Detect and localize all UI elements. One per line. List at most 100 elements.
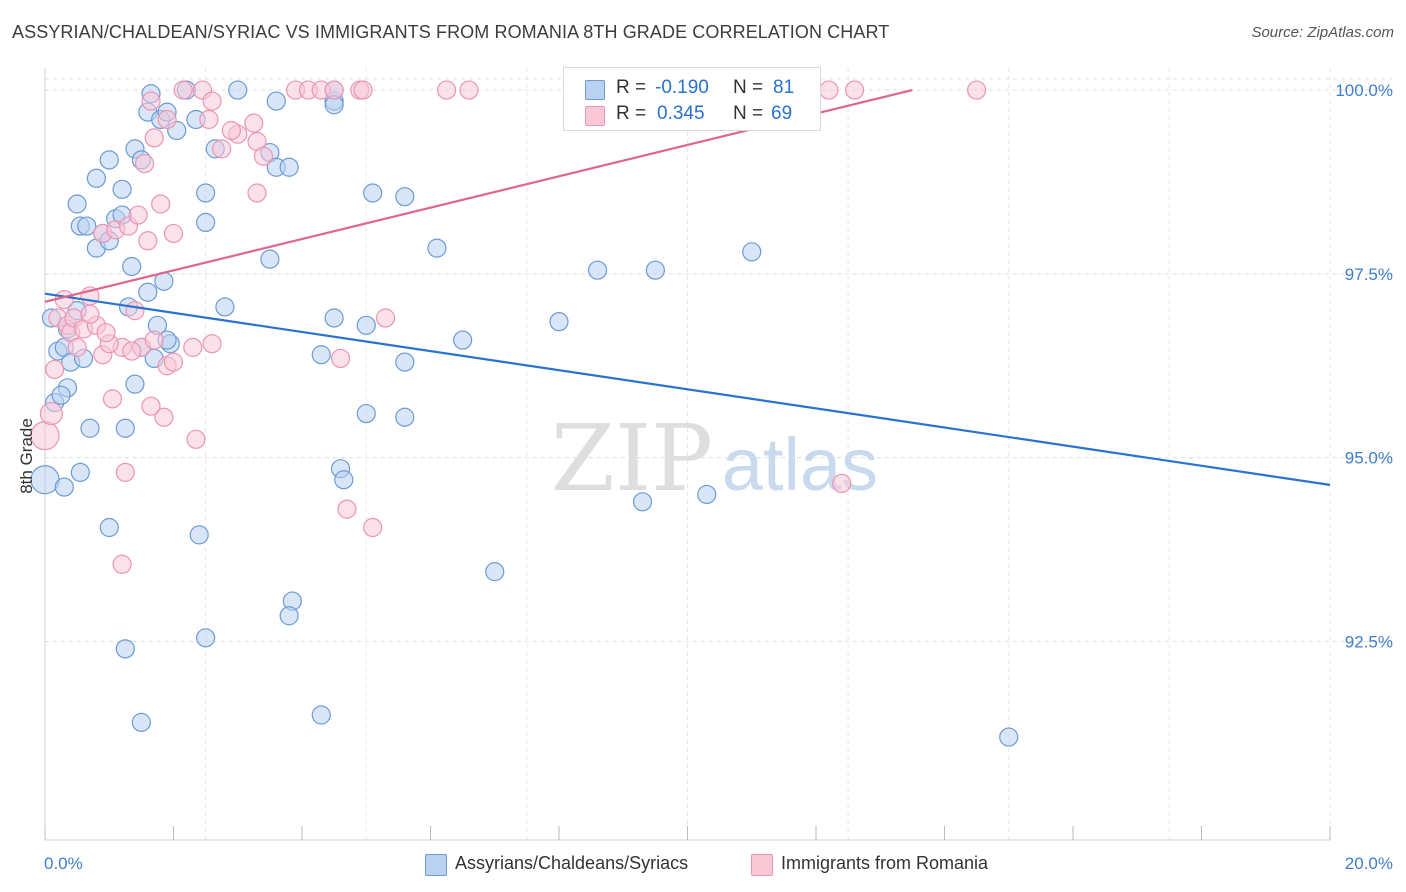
data-point (144, 128, 164, 148)
data-point (334, 470, 354, 490)
data-point (999, 727, 1019, 747)
romania-swatch (585, 106, 605, 126)
data-point (115, 462, 135, 482)
data-point (375, 308, 396, 328)
data-point (86, 168, 107, 188)
y-tick-label: 97.5% (1345, 265, 1393, 284)
data-point (128, 205, 148, 225)
data-point (279, 606, 299, 626)
n-value: 69 (771, 103, 793, 124)
data-point (39, 401, 64, 426)
data-point (196, 183, 216, 203)
n-label: N = (733, 77, 764, 98)
r-label: R = (616, 77, 647, 98)
tick-labels: 92.5% 95.0% 97.5% 100.0% 0.0% 20.0% (44, 81, 1393, 873)
data-point (196, 212, 216, 232)
data-point (353, 80, 373, 100)
data-point (54, 477, 74, 497)
n-value: 81 (773, 77, 795, 98)
data-point (844, 80, 865, 100)
data-point (80, 304, 100, 324)
data-point (202, 334, 222, 354)
assyrians-legend-swatch (425, 854, 447, 876)
data-point (395, 407, 415, 427)
data-point (266, 91, 286, 111)
data-point (189, 525, 209, 545)
data-point (163, 223, 184, 244)
series-legend: Assyrians/Chaldeans/Syriacs Immigrants f… (0, 852, 1406, 878)
gridlines (45, 68, 1392, 840)
data-point (122, 256, 142, 277)
series-assyrians-points (30, 80, 1019, 747)
data-point (186, 429, 206, 449)
data-point (77, 216, 97, 236)
data-point (70, 462, 90, 482)
data-point (485, 562, 505, 582)
data-point (45, 359, 65, 380)
data-point (112, 179, 132, 199)
data-point (196, 628, 216, 648)
watermark: ZIP atlas (551, 405, 878, 512)
source-label: Source: ZipAtlas.com (1251, 24, 1394, 41)
data-point (356, 315, 376, 335)
axes (44, 68, 1331, 841)
data-point (247, 183, 267, 203)
data-point (125, 374, 145, 394)
legend-label: Immigrants from Romania (781, 853, 989, 873)
stats-row-assyrians: R = -0.190 N = 81 (564, 77, 820, 101)
r-label: R = (616, 103, 647, 124)
r-value: -0.190 (655, 77, 709, 98)
data-point (324, 80, 344, 100)
y-tick-label: 100.0% (1335, 81, 1393, 100)
data-point (215, 297, 235, 317)
data-point (587, 260, 608, 280)
data-point (131, 712, 151, 732)
data-point (228, 80, 248, 100)
legend-label: Assyrians/Chaldeans/Syriacs (455, 853, 689, 873)
n-label: N = (733, 103, 764, 124)
data-point (395, 352, 415, 372)
data-point (459, 80, 479, 100)
data-point (157, 109, 177, 130)
data-point (697, 484, 717, 505)
data-point (436, 80, 457, 100)
data-point (51, 385, 71, 405)
data-point (80, 418, 100, 438)
y-tick-label: 95.0% (1345, 449, 1393, 468)
data-point (96, 323, 116, 343)
x-tick-label: 20.0% (1345, 854, 1393, 873)
data-point (67, 337, 87, 357)
data-point (632, 492, 653, 512)
data-point (99, 517, 119, 538)
data-point (144, 330, 164, 350)
data-point (102, 389, 123, 409)
stats-row-romania: R = 0.345 N = 69 (564, 103, 820, 127)
watermark-zip: ZIP (551, 405, 713, 512)
data-point (154, 407, 174, 427)
data-point (173, 80, 193, 100)
data-point (199, 109, 219, 130)
r-value: 0.345 (657, 103, 705, 124)
data-point (122, 341, 142, 361)
x-tick-label: 0.0% (44, 854, 83, 873)
chart-title: ASSYRIAN/CHALDEAN/SYRIAC VS IMMIGRANTS F… (12, 22, 890, 42)
assyrians-swatch (585, 80, 605, 100)
stats-legend: R = -0.190 N = 81 R = 0.345 N = 69 (563, 67, 821, 131)
data-point (742, 242, 762, 262)
data-point (67, 194, 87, 214)
data-point (138, 282, 158, 302)
data-point (395, 187, 415, 207)
data-point (311, 345, 331, 365)
data-point (202, 91, 222, 111)
data-point (967, 80, 987, 100)
data-point (337, 499, 357, 519)
data-point (260, 249, 280, 269)
data-point (115, 418, 135, 438)
data-point (151, 194, 171, 214)
data-point (549, 312, 569, 332)
y-tick-label: 92.5% (1345, 632, 1393, 651)
data-point (125, 301, 145, 321)
data-point (279, 157, 299, 177)
series-romania-points (30, 80, 987, 574)
